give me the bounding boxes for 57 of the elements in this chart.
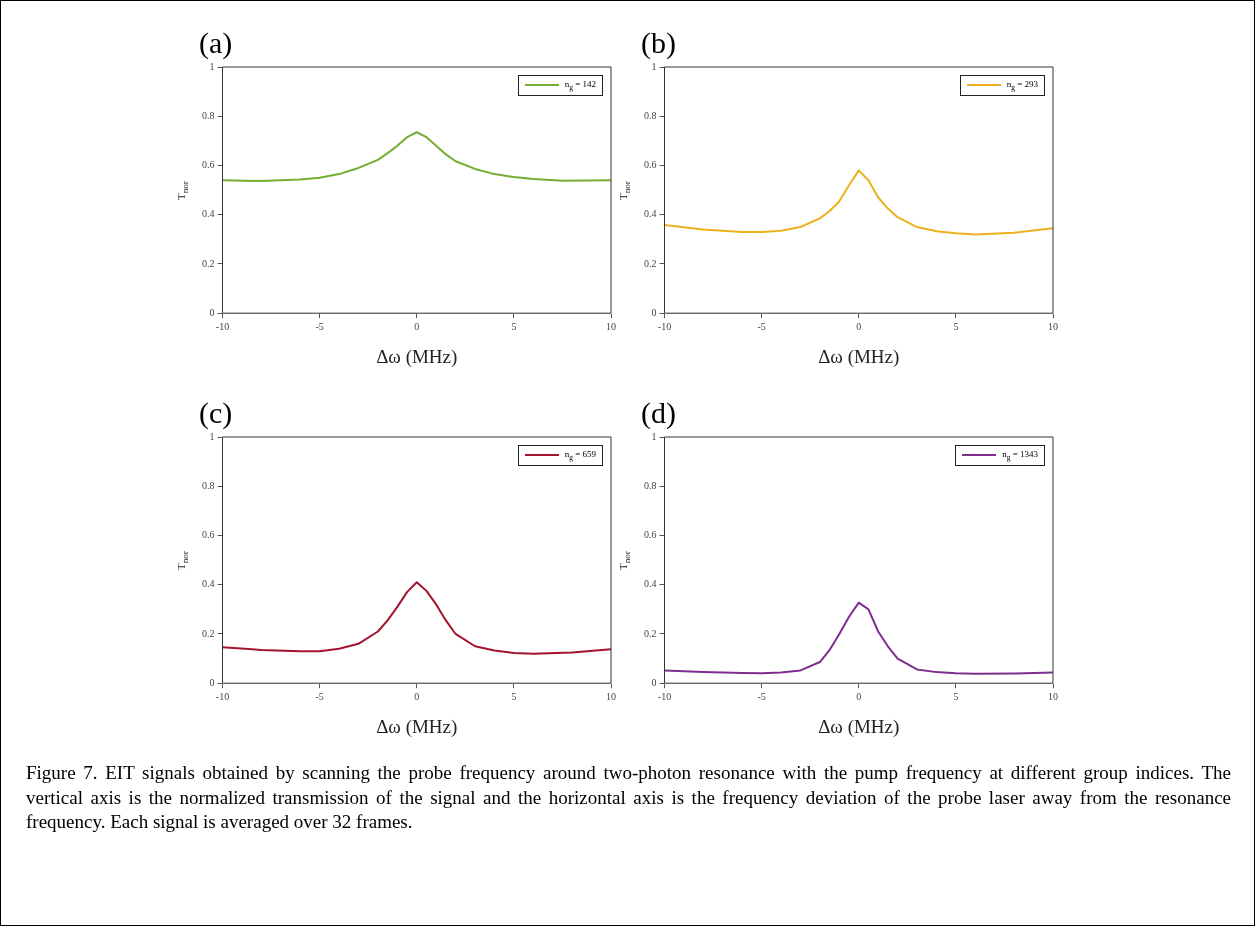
x-axis-title: Δω (MHz): [818, 715, 900, 738]
x-axis-title: Δω (MHz): [376, 345, 458, 368]
y-tick-label: 0.8: [644, 479, 657, 491]
x-tick-label: 10: [1048, 320, 1058, 332]
x-tick-label: 10: [1048, 690, 1058, 702]
y-tick-label: 0.6: [644, 159, 657, 171]
x-tick-label: -5: [757, 320, 766, 332]
legend-label: n$_{g}$ = 293: [1006, 79, 1038, 92]
x-tick-label: -5: [757, 690, 766, 702]
x-tick-label: 5: [511, 320, 517, 332]
x-tick-label: 5: [511, 690, 517, 702]
x-axis-title: Δω (MHz): [376, 715, 458, 738]
y-tick-label: 1: [651, 60, 657, 72]
y-tick-label: 0.4: [644, 578, 657, 590]
x-tick-label: 5: [953, 320, 959, 332]
caption: Figure 7. EIT signals obtained by scanning the probe frequency around two-photon resonance with the pump frequency at different group indices. The vertical axis is the normalized transmission of the signal and the horizontal axis is the frequency deviation of the probe laser away from the resonance frequency. Each signal is averaged over 32 frames.: [26, 761, 1231, 835]
x-tick-label: 10: [606, 690, 616, 702]
y-tick-label: 0: [651, 306, 657, 318]
y-tick-label: 0.6: [644, 529, 657, 541]
y-tick-label: 0.2: [644, 257, 657, 269]
chart-title: (a): [199, 25, 233, 60]
y-tick-label: 0.8: [202, 109, 215, 121]
y-tick-label: 0.6: [202, 529, 215, 541]
x-tick-label: -10: [657, 320, 672, 332]
x-tick-label: -10: [657, 690, 672, 702]
x-tick-label: 0: [856, 320, 862, 332]
x-axis-title: Δω (MHz): [818, 345, 900, 368]
legend-label: n$_{g}$ = 659: [564, 449, 596, 462]
y-tick-label: 0.2: [644, 627, 657, 639]
y-tick-label: 1: [209, 430, 215, 442]
y-tick-label: 0: [209, 676, 215, 688]
y-tick-label: 0.4: [202, 578, 215, 590]
chart-title: (c): [199, 395, 233, 430]
x-tick-label: 0: [414, 690, 420, 702]
y-tick-label: 1: [209, 60, 215, 72]
y-tick-label: 0.4: [644, 208, 657, 220]
x-tick-label: -5: [315, 690, 324, 702]
chart-title: (b): [641, 25, 676, 60]
x-tick-label: 0: [414, 320, 420, 332]
x-tick-label: -5: [315, 320, 324, 332]
x-tick-label: -10: [215, 320, 230, 332]
y-tick-label: 0.8: [202, 479, 215, 491]
x-tick-label: -10: [215, 690, 230, 702]
y-tick-label: 0: [209, 306, 215, 318]
x-tick-label: 0: [856, 690, 862, 702]
legend-label: n$_{g}$ = 142: [564, 79, 596, 92]
y-tick-label: 0: [651, 676, 657, 688]
y-tick-label: 0.6: [202, 159, 215, 171]
legend-label: n$_{g}$ = 1343: [1002, 449, 1038, 462]
y-tick-label: 0.2: [202, 627, 215, 639]
x-tick-label: 5: [953, 690, 959, 702]
y-tick-label: 0.8: [644, 109, 657, 121]
y-tick-label: 0.4: [202, 208, 215, 220]
y-tick-label: 1: [651, 430, 657, 442]
x-tick-label: 10: [606, 320, 616, 332]
chart-title: (d): [641, 395, 676, 430]
y-tick-label: 0.2: [202, 257, 215, 269]
